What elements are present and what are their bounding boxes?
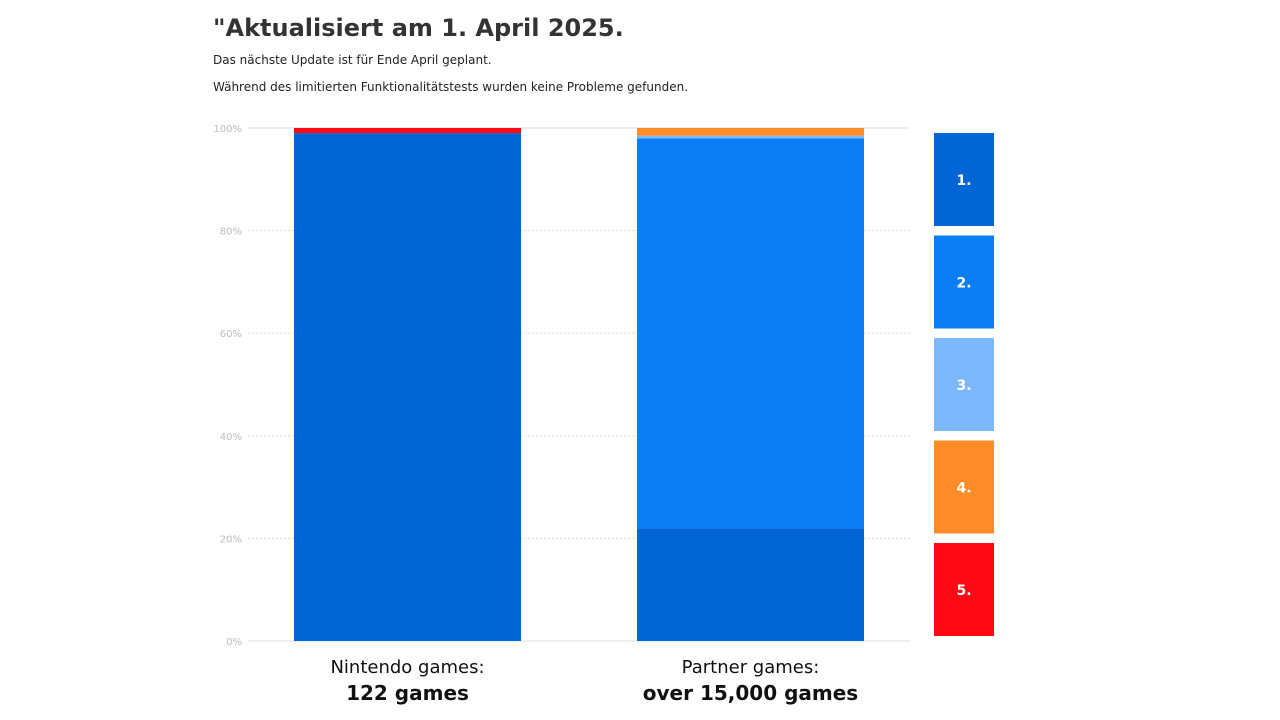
y-tick-label: 40% <box>220 432 242 443</box>
y-tick-label: 60% <box>220 329 242 340</box>
page-title: "Aktualisiert am 1. April 2025. <box>213 14 624 42</box>
legend-swatch <box>934 235 994 329</box>
y-tick-label: 0% <box>226 637 242 648</box>
legend-swatch <box>934 338 994 431</box>
category-sublabel: over 15,000 games <box>643 681 858 705</box>
y-tick-label: 20% <box>220 534 242 545</box>
test-note: Während des limitierten Funktionalitätst… <box>213 80 689 94</box>
bar-segment-3 <box>637 135 864 139</box>
legend-swatch <box>934 440 994 534</box>
update-note: Das nächste Update ist für Ende April ge… <box>213 53 492 67</box>
category-label: Nintendo games: <box>330 657 484 678</box>
legend-label: 5. <box>956 583 971 599</box>
y-tick-label: 80% <box>220 227 242 238</box>
legend-swatch <box>934 543 994 636</box>
bar-segment-2 <box>637 138 864 529</box>
legend-label: 1. <box>956 173 971 189</box>
bar-segment-4 <box>637 128 864 136</box>
bar-segment-1 <box>637 528 864 641</box>
category-sublabel: 122 games <box>346 681 469 705</box>
y-tick-label: 100% <box>213 124 242 135</box>
legend-label: 3. <box>956 378 971 394</box>
legend-label: 2. <box>956 276 971 292</box>
legend-label: 4. <box>956 481 971 497</box>
bar-segment-1 <box>294 133 521 641</box>
bar-segment-5 <box>294 128 521 134</box>
category-label: Partner games: <box>682 657 820 678</box>
legend-swatch <box>934 133 994 226</box>
